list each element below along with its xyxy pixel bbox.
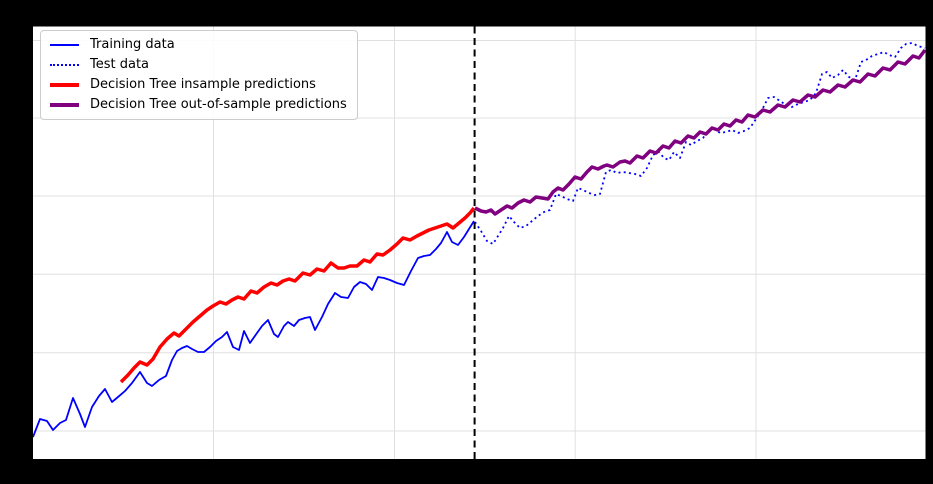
decision-tree-out-of-sample-predictions-swatch-icon bbox=[50, 103, 79, 107]
test-data-swatch-icon bbox=[50, 64, 79, 66]
legend-row-training-data: Training data bbox=[50, 38, 347, 52]
training-data-line bbox=[33, 220, 475, 438]
legend-label-decision-tree-out-of-sample-predictions: Decision Tree out-of-sample predictions bbox=[90, 97, 347, 112]
legend-row-decision-tree-insample-predictions: Decision Tree insample predictions bbox=[50, 78, 347, 92]
legend-label-training-data: Training data bbox=[90, 37, 175, 52]
training-data-swatch-icon bbox=[50, 44, 79, 46]
legend: Training data Test data Decision Tree insa… bbox=[40, 30, 358, 120]
decision-tree-insample-predictions-line bbox=[119, 206, 476, 384]
test-data-line bbox=[474, 42, 926, 245]
decision-tree-out-of-sample-predictions-line bbox=[474, 48, 926, 216]
legend-label-decision-tree-insample-predictions: Decision Tree insample predictions bbox=[90, 77, 316, 92]
legend-row-test-data: Test data bbox=[50, 58, 347, 72]
legend-label-test-data: Test data bbox=[90, 57, 150, 72]
legend-row-decision-tree-out-of-sample-predictions: Decision Tree out-of-sample predictions bbox=[50, 98, 347, 112]
decision-tree-insample-predictions-swatch-icon bbox=[50, 83, 79, 87]
